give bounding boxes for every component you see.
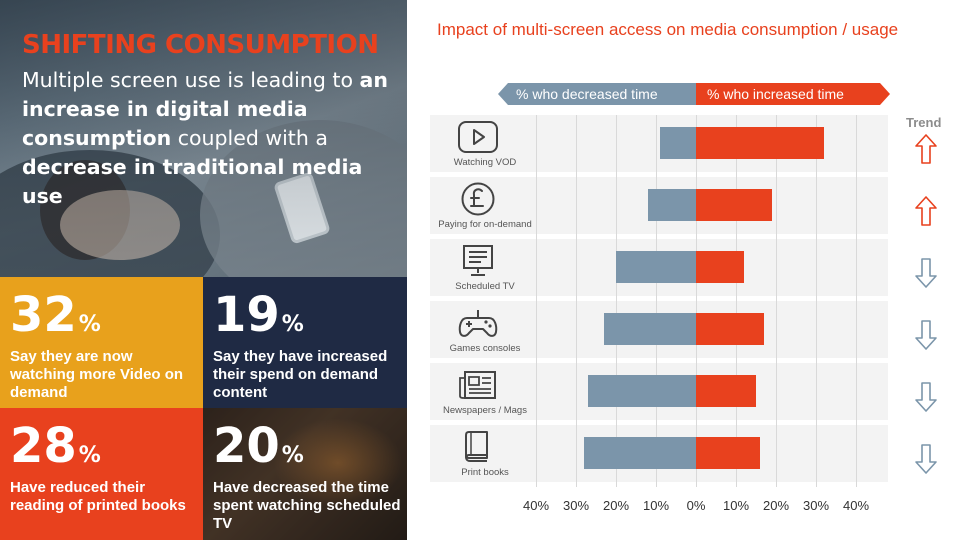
stat-tile-vod: 32% Say they are now watching more Video… (0, 277, 203, 408)
stat-text: Have decreased the time spent watching s… (213, 479, 401, 532)
photo-overlay (203, 408, 407, 540)
gamepad-icon (458, 310, 498, 337)
gridline (576, 115, 577, 487)
photo-shape (60, 190, 180, 260)
category-label: Print books (461, 467, 509, 478)
trend-down-arrow-icon (915, 444, 937, 474)
subheadline-part: coupled with a (171, 126, 328, 150)
bar-decreased (588, 375, 696, 407)
trend-up-arrow-icon (915, 196, 937, 226)
tv-glow-image (273, 418, 403, 508)
chart-plot-area: Watching VOD Paying for on-demand Schedule… (430, 115, 888, 487)
x-tick-label: 20% (762, 498, 790, 513)
bar-increased (696, 251, 744, 283)
stat-value: 20% (213, 416, 304, 486)
bar-decreased (648, 189, 696, 221)
gridline (696, 115, 697, 487)
category-label: Paying for on-demand (438, 219, 532, 230)
x-tick-label: 40% (522, 498, 550, 513)
legend-decreased: % who decreased time (498, 83, 696, 105)
trend-down-arrow-icon (915, 258, 937, 288)
category-label: Scheduled TV (455, 281, 515, 292)
photo-overlay (0, 0, 407, 277)
gridline (656, 115, 657, 487)
chart-title: Impact of multi-screen access on media c… (437, 20, 899, 39)
category-label: Newspapers / Mags (443, 405, 527, 416)
bar-decreased (604, 313, 696, 345)
stat-value: 19% (213, 285, 304, 355)
stat-unit: % (281, 312, 304, 337)
category-label-cell: Scheduled TV (430, 239, 530, 296)
trend-title: Trend (906, 115, 942, 130)
category-label-cell: Print books (430, 425, 530, 482)
bar-increased (696, 127, 824, 159)
stat-value: 28% (10, 416, 101, 486)
stat-tile-books: 28% Have reduced their reading of printe… (0, 408, 203, 540)
left-panel: SHIFTING CONSUMPTION Multiple screen use… (0, 0, 407, 540)
stat-number: 20 (213, 418, 280, 474)
stat-number: 28 (10, 418, 77, 474)
newspaper-icon (459, 371, 496, 399)
gridline (736, 115, 737, 487)
gridline (816, 115, 817, 487)
stat-number: 32 (10, 287, 77, 343)
category-label-cell: Watching VOD (430, 115, 530, 172)
x-tick-label: 40% (842, 498, 870, 513)
stat-text: Say they are now watching more Video on … (10, 348, 184, 401)
subheadline-part: Multiple screen use is leading to (22, 68, 360, 92)
stat-tile-spend: 19% Say they have increased their spend … (203, 277, 407, 408)
bar-decreased (616, 251, 696, 283)
book-icon (465, 431, 488, 462)
stat-value: 32% (10, 285, 101, 355)
bar-increased (696, 437, 760, 469)
stat-number: 19 (213, 287, 280, 343)
gridline (616, 115, 617, 487)
trend-down-arrow-icon (915, 320, 937, 350)
subheadline: Multiple screen use is leading to an inc… (22, 66, 392, 211)
bar-decreased (584, 437, 696, 469)
stat-text: Say they have increased their spend on d… (213, 348, 388, 401)
x-tick-label: 10% (642, 498, 670, 513)
bar-increased (696, 313, 764, 345)
x-tick-label: 20% (602, 498, 630, 513)
legend-increased: % who increased time (696, 83, 890, 105)
bar-increased (696, 189, 772, 221)
gridline (776, 115, 777, 487)
stat-tile-tv: 20% Have decreased the time spent watchi… (203, 408, 407, 540)
x-tick-label: 0% (686, 498, 706, 513)
stat-unit: % (78, 443, 101, 468)
tv-icon (463, 245, 493, 276)
gridline (536, 115, 537, 487)
headline: SHIFTING CONSUMPTION (22, 30, 379, 60)
stat-text: Have reduced their reading of printed bo… (10, 479, 186, 514)
subheadline-part-bold: decrease in traditional media use (22, 155, 363, 208)
x-tick-label: 10% (722, 498, 750, 513)
gridline (856, 115, 857, 487)
stat-unit: % (281, 443, 304, 468)
bar-decreased (660, 127, 696, 159)
pound-icon (461, 182, 495, 216)
category-label-cell: Paying for on-demand (430, 177, 532, 234)
category-label: Games consoles (449, 343, 521, 354)
subheadline-part-bold: an increase in digital media consumption (22, 68, 388, 150)
x-tick-label: 30% (802, 498, 830, 513)
trend-up-arrow-icon (915, 134, 937, 164)
hero-photo (0, 0, 407, 277)
stat-unit: % (78, 312, 101, 337)
category-label-cell: Newspapers / Mags (430, 363, 530, 420)
x-tick-label: 30% (562, 498, 590, 513)
bar-increased (696, 375, 756, 407)
trend-down-arrow-icon (915, 382, 937, 412)
play-icon (458, 121, 498, 153)
category-label-cell: Games consoles (430, 301, 530, 358)
category-label: Watching VOD (453, 157, 517, 168)
